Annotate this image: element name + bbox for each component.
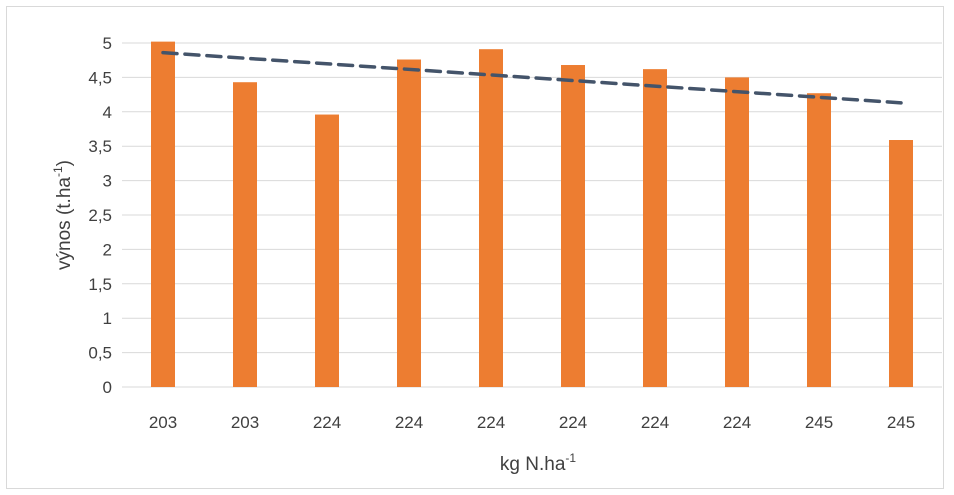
y-tick-label: 5: [103, 34, 112, 53]
bar: [561, 65, 585, 388]
x-tick-label: 224: [559, 413, 587, 432]
y-tick-label: 4,5: [88, 68, 112, 87]
y-tick-label: 0: [103, 378, 112, 397]
y-axis-title-sup: -1: [51, 166, 65, 177]
x-tick-label: 245: [805, 413, 833, 432]
bar: [725, 77, 749, 388]
bar: [151, 41, 175, 388]
y-tick-label: 2: [103, 240, 112, 259]
x-tick-label: 224: [723, 413, 751, 432]
y-axis-title-suffix: ): [54, 160, 75, 166]
bars: [151, 41, 913, 388]
x-tick-label: 203: [231, 413, 259, 432]
x-tick-label: 224: [477, 413, 505, 432]
y-axis-title: výnos (t.ha-1): [51, 160, 75, 270]
x-tick-label: 224: [395, 413, 423, 432]
x-tick-label: 224: [641, 413, 669, 432]
y-tick-label: 1,5: [88, 275, 112, 294]
x-axis-title-sup: -1: [565, 451, 576, 465]
bar: [807, 93, 831, 387]
trendline: [161, 50, 903, 105]
bar: [315, 114, 339, 387]
y-axis-title-text: výnos (t.ha: [54, 177, 75, 270]
y-tick-label: 0,5: [88, 344, 112, 363]
y-tick-label: 1: [103, 309, 112, 328]
y-tick-label: 2,5: [88, 206, 112, 225]
bar: [233, 82, 257, 387]
y-tick-labels: 0 0,5 1 1,5 2 2,5 3 3,5 4 4,5 5: [88, 34, 112, 397]
x-axis-title: kg N.ha-1: [500, 451, 576, 475]
gridlines: [122, 42, 942, 388]
x-tick-label: 245: [887, 413, 915, 432]
y-tick-label: 3: [103, 172, 112, 191]
y-tick-label: 4: [103, 103, 112, 122]
x-tick-label: 203: [149, 413, 177, 432]
x-tick-label: 224: [313, 413, 341, 432]
x-tick-labels: 203 203 224 224 224 224 224 224 245 245: [149, 413, 915, 432]
bar: [397, 59, 421, 388]
bar: [479, 49, 503, 387]
trendline-line: [161, 50, 903, 105]
bar: [643, 69, 667, 388]
x-axis-title-text: kg N.ha: [500, 454, 566, 475]
bar: [889, 140, 913, 387]
y-tick-label: 3,5: [88, 137, 112, 156]
